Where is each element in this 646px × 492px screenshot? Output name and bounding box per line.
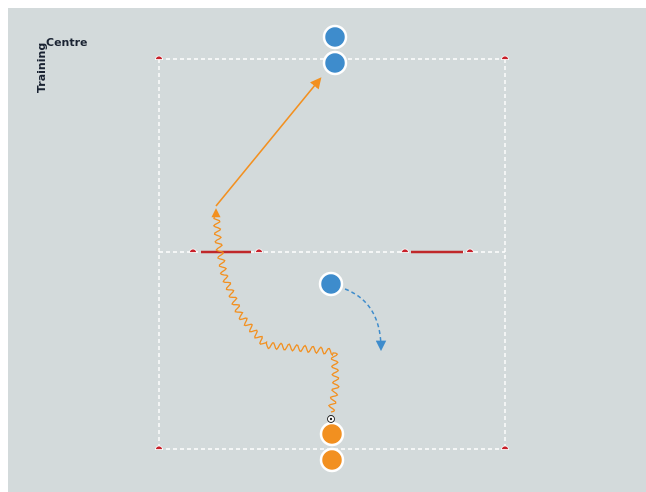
player-orange-queue (319, 447, 345, 473)
player-orange-attacker (319, 421, 345, 447)
player-blue-defender (318, 271, 344, 297)
pitch-background (8, 8, 646, 492)
player-blue-queue-1 (322, 24, 348, 50)
cone-icon (155, 55, 163, 60)
pass-arrow (215, 77, 322, 207)
logo-word-centre: Centre (46, 36, 88, 49)
cone-icon (501, 55, 509, 60)
defender-run-arrow (344, 288, 387, 352)
cone-icon (155, 445, 163, 450)
cone-icon (501, 445, 509, 450)
cone-icon (466, 248, 474, 253)
cone-icon (255, 248, 263, 253)
ball-icon (327, 415, 335, 423)
cones (155, 55, 509, 450)
player-blue-queue-2 (322, 50, 348, 76)
cone-icon (401, 248, 409, 253)
dribble-path (211, 208, 340, 413)
cone-icon (189, 248, 197, 253)
